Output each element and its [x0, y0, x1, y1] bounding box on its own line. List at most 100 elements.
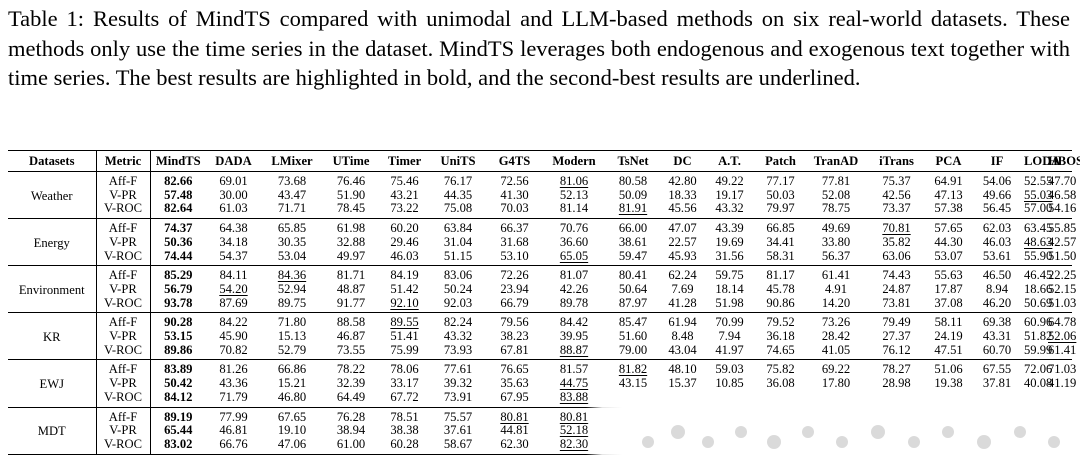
table-cell: 89.78 [559, 295, 589, 310]
table-cell: 58.31 [766, 248, 795, 263]
table-row: EWJ Aff-F 83.89 81.26 66.86 78.22 78.06 77.61 76… [8, 359, 1076, 408]
table-row: V-ROC 84.12 71.79 46.80 64.49 67.72 73.91 67.95… [8, 389, 1072, 408]
table-cell: 7.69 [671, 281, 694, 296]
table-cell: 52.79 [277, 342, 307, 357]
table-cell: 17.80 [821, 376, 851, 391]
column-header: MindTS [155, 153, 201, 168]
table-cell: 76.65 [500, 362, 529, 377]
metric-label: V-ROC [96, 437, 151, 455]
table-cell: 48.87 [336, 281, 366, 296]
table-cell: 46.03 [982, 234, 1012, 249]
table-cell: 43.04 [668, 342, 697, 357]
table-cell: 84.22 [219, 315, 248, 330]
table-cell: 51.98 [715, 295, 744, 310]
table-cell: 39.95 [559, 329, 589, 344]
table-cell: 81.91 [618, 201, 648, 216]
table-cell: 74.37 [164, 221, 193, 236]
column-header: PCA [935, 153, 962, 168]
table-cell: 51.06 [934, 362, 963, 377]
dataset-name: MDT [8, 407, 97, 455]
table-cell: 77.81 [821, 174, 851, 188]
table-cell: 92.10 [390, 295, 419, 310]
table-cell: 56.79 [164, 281, 193, 296]
table-cell: 44.30 [934, 234, 963, 249]
table-cell: 77.17 [766, 174, 795, 188]
column-header: A.T. [718, 153, 741, 168]
table-cell: 60.28 [390, 436, 419, 451]
table-cell: 19.17 [715, 187, 744, 202]
table-caption: Table 1: Results of MindTS compared with… [8, 6, 1070, 90]
table-cell: 78.75 [821, 201, 851, 216]
table-cell: 73.93 [443, 342, 473, 357]
metric-label: V-ROC [96, 201, 151, 219]
table-cell: 82.30 [559, 436, 589, 451]
table-cell: 51.42 [390, 281, 419, 296]
table-cell: 93.78 [164, 295, 193, 310]
table-cell: 50.09 [618, 187, 648, 202]
table-cell: 38.38 [390, 423, 419, 438]
table-cell: 8.48 [671, 329, 694, 344]
table-cell: 83.02 [164, 436, 193, 451]
table-cell: 73.55 [336, 342, 366, 357]
table-cell: 88.58 [336, 315, 366, 330]
table-cell: 73.22 [390, 201, 419, 216]
table-cell: 89.19 [164, 409, 193, 424]
table-cell: 84.42 [559, 315, 589, 330]
table-row: MDT Aff-F 89.19 77.99 67.65 76.28 78.51 75.57 80… [8, 407, 1072, 455]
table-cell: 81.14 [559, 201, 589, 216]
table-cell: 50.42 [164, 376, 193, 391]
table-cell: 51.03 [1048, 295, 1077, 310]
table-cell: 64.91 [934, 174, 963, 188]
table-cell: 43.47 [277, 187, 307, 202]
table-cell: 69.22 [821, 362, 851, 377]
metric-label: V-PR [96, 424, 151, 438]
table-cell: 71.80 [277, 315, 307, 330]
table-cell: 61.98 [336, 221, 366, 236]
table-cell: 15.37 [668, 376, 697, 391]
table-cell: 85.29 [164, 268, 193, 283]
table-cell: 35.82 [882, 234, 911, 249]
table-cell: 45.78 [766, 281, 795, 296]
table-cell: 42.56 [882, 187, 911, 202]
table-cell: 43.39 [715, 221, 744, 236]
table-cell: 34.18 [219, 234, 248, 249]
table-cell: 73.26 [821, 315, 851, 330]
table-cell: 49.22 [715, 174, 744, 188]
table-cell: 64.78 [1048, 315, 1077, 330]
table-cell: 81.26 [219, 362, 248, 377]
table-cell: 81.82 [618, 362, 648, 377]
table-cell: 41.05 [821, 342, 851, 357]
dataset-name: Energy [8, 218, 97, 266]
table-cell: 61.41 [821, 268, 851, 283]
table-cell: 27.37 [882, 329, 911, 344]
table-cell: 47.13 [934, 187, 963, 202]
metric-label: V-PR [96, 329, 151, 344]
table-cell: 52.08 [821, 187, 851, 202]
table-cell: 43.32 [715, 201, 744, 216]
table-cell: 59.75 [715, 268, 744, 283]
table-cell: 53.04 [277, 248, 307, 263]
table-cell: 46.80 [277, 389, 307, 404]
table-cell: 73.68 [277, 174, 307, 188]
table-cell: 50.69 [1024, 295, 1053, 310]
table-cell: 83.88 [559, 389, 589, 404]
table-cell: 45.93 [668, 248, 697, 263]
column-header: LMixer [271, 153, 313, 168]
table-row: Environment Aff-F 85.29 84.11 84.36 81.71 84.1… [8, 265, 1077, 313]
metric-label: V-ROC [96, 343, 151, 360]
table-cell: 57.00 [1024, 201, 1053, 216]
table-cell: 46.81 [219, 423, 248, 438]
table-cell: 55.63 [934, 268, 963, 283]
table-cell: 89.75 [277, 295, 307, 310]
table-cell: 77.99 [219, 409, 248, 424]
table-row: Energy Aff-F 74.37 64.38 65.85 61.98 60.20 63.8… [8, 218, 1076, 266]
table-cell: 60.20 [390, 221, 419, 236]
table-cell: 41.19 [1048, 376, 1077, 391]
dataset-name: KR [8, 312, 97, 360]
table-cell: 51.41 [390, 329, 419, 344]
table-cell: 72.06 [1024, 362, 1053, 377]
dataset-name: Weather [8, 171, 97, 219]
table-cell: 22.25 [1048, 268, 1077, 283]
table-cell: 63.45 [1024, 221, 1053, 236]
table-cell: 75.99 [390, 342, 419, 357]
